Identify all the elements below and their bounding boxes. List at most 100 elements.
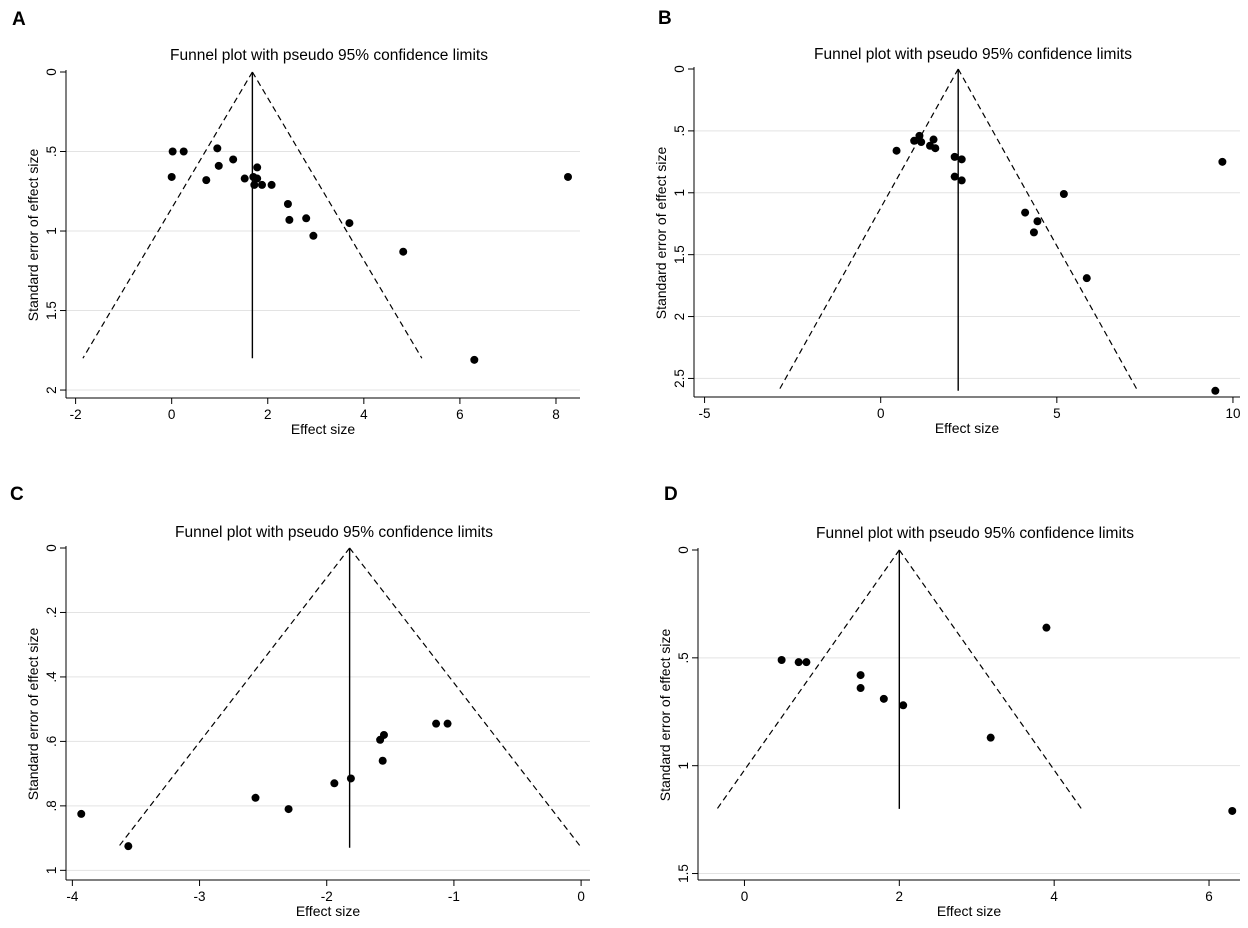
x-tick-label: 4 bbox=[1050, 889, 1058, 904]
x-tick-label: 6 bbox=[1205, 889, 1213, 904]
study-point bbox=[379, 730, 388, 739]
x-tick-label: 0 bbox=[168, 407, 176, 422]
panel-letter: A bbox=[12, 9, 26, 30]
study-point bbox=[168, 147, 177, 156]
study-point bbox=[251, 793, 260, 802]
study-point bbox=[931, 144, 940, 153]
study-point bbox=[1218, 157, 1227, 166]
study-point bbox=[179, 147, 188, 156]
x-tick-label: -5 bbox=[699, 406, 711, 421]
study-point bbox=[910, 136, 919, 145]
y-tick-label: .8 bbox=[44, 800, 59, 811]
x-axis-label: Effect size bbox=[937, 903, 1002, 919]
study-point bbox=[879, 694, 888, 703]
study-point bbox=[950, 172, 959, 181]
y-tick-label: 2.5 bbox=[672, 369, 687, 388]
study-point bbox=[213, 144, 222, 153]
y-tick-label: 2 bbox=[44, 386, 59, 394]
study-point bbox=[470, 355, 479, 364]
chart-title: Funnel plot with pseudo 95% confidence l… bbox=[814, 46, 1132, 63]
x-tick-label: 5 bbox=[1053, 406, 1061, 421]
ci-upper-line bbox=[957, 68, 1139, 392]
study-point bbox=[309, 231, 318, 240]
panel-b: B Funnel plot with pseudo 95% confidence … bbox=[653, 8, 1240, 436]
study-point bbox=[915, 131, 924, 140]
study-point bbox=[856, 684, 865, 693]
y-tick-label: 0 bbox=[672, 65, 687, 73]
x-tick-label: 0 bbox=[877, 406, 885, 421]
study-point bbox=[253, 174, 262, 183]
study-point bbox=[1211, 386, 1220, 395]
x-tick-label: -2 bbox=[70, 407, 82, 422]
study-point bbox=[1082, 274, 1091, 283]
panel-c: C Funnel plot with pseudo 95% confidence … bbox=[10, 484, 590, 919]
study-point bbox=[443, 719, 452, 728]
study-point bbox=[563, 172, 572, 181]
study-point bbox=[1029, 228, 1038, 237]
study-point bbox=[929, 135, 938, 144]
study-point bbox=[950, 152, 959, 161]
x-tick-label: 10 bbox=[1225, 406, 1240, 421]
y-tick-label: 1.5 bbox=[676, 864, 691, 883]
study-point bbox=[284, 805, 293, 814]
chart-title: Funnel plot with pseudo 95% confidence l… bbox=[175, 524, 493, 541]
study-point bbox=[1042, 623, 1051, 632]
x-tick-label: 2 bbox=[896, 889, 904, 904]
ci-lower-line bbox=[117, 547, 351, 849]
y-tick-label: 1.5 bbox=[672, 245, 687, 264]
study-point bbox=[229, 155, 238, 164]
study-point bbox=[345, 219, 354, 228]
y-tick-label: 1 bbox=[676, 762, 691, 770]
ci-lower-line bbox=[716, 549, 900, 810]
study-point bbox=[257, 180, 266, 189]
study-point bbox=[285, 215, 294, 224]
study-point bbox=[124, 842, 133, 851]
ci-upper-line bbox=[349, 547, 582, 849]
x-tick-label: -1 bbox=[448, 889, 460, 904]
panel-letter: B bbox=[658, 8, 672, 29]
y-tick-label: 0 bbox=[44, 544, 59, 552]
y-axis-label: Standard error of effect size bbox=[657, 629, 673, 802]
study-point bbox=[378, 756, 387, 765]
study-point bbox=[399, 247, 408, 256]
x-axis-label: Effect size bbox=[291, 421, 356, 437]
study-point bbox=[899, 701, 908, 710]
x-axis-label: Effect size bbox=[296, 903, 361, 919]
y-tick-label: 0 bbox=[44, 68, 59, 76]
study-point bbox=[202, 176, 211, 185]
y-tick-label: 2 bbox=[672, 313, 687, 321]
x-tick-label: 4 bbox=[360, 407, 368, 422]
study-point bbox=[302, 214, 311, 223]
ci-lower-line bbox=[82, 71, 253, 359]
x-tick-label: 2 bbox=[264, 407, 272, 422]
x-tick-label: -2 bbox=[321, 889, 333, 904]
study-point bbox=[250, 180, 259, 189]
study-point bbox=[1033, 217, 1042, 226]
study-point bbox=[1059, 190, 1068, 199]
study-point bbox=[267, 180, 276, 189]
panel-letter: D bbox=[664, 484, 678, 505]
study-point bbox=[917, 138, 926, 147]
y-tick-label: .2 bbox=[44, 607, 59, 618]
y-axis-label: Standard error of effect size bbox=[25, 149, 41, 322]
chart-title: Funnel plot with pseudo 95% confidence l… bbox=[170, 47, 488, 64]
study-point bbox=[167, 172, 176, 181]
study-point bbox=[957, 155, 966, 164]
y-tick-label: .5 bbox=[672, 125, 687, 136]
y-tick-label: 1 bbox=[44, 227, 59, 235]
study-point bbox=[1021, 208, 1030, 217]
study-point bbox=[777, 656, 786, 664]
study-point bbox=[214, 161, 223, 170]
y-tick-label: 1.5 bbox=[44, 301, 59, 320]
study-point bbox=[240, 174, 249, 183]
x-tick-label: 8 bbox=[552, 407, 560, 422]
study-point bbox=[77, 809, 86, 818]
study-point bbox=[1228, 806, 1237, 815]
y-tick-label: .4 bbox=[44, 671, 59, 683]
ci-upper-line bbox=[251, 71, 423, 359]
y-tick-label: .5 bbox=[44, 146, 59, 157]
x-tick-label: 0 bbox=[741, 889, 749, 904]
ci-upper-line bbox=[898, 549, 1082, 810]
x-tick-label: -3 bbox=[194, 889, 206, 904]
